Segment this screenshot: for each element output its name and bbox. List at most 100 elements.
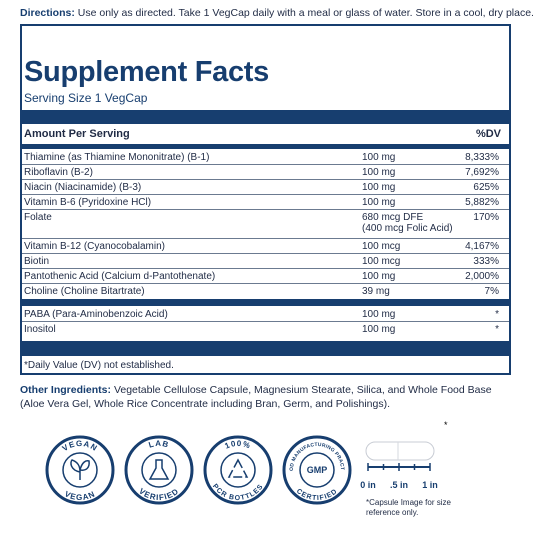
nutrient-amount: 680 mcg DFE (400 mcg Folic Acid) xyxy=(362,212,453,234)
amount-text: 100 mg xyxy=(362,182,396,193)
fact-row: Thiamine (as Thiamine Mononitrate) (B-1)… xyxy=(22,150,509,165)
fact-row: Biotin 100 mcg 333% xyxy=(22,254,509,269)
nutrient-amount: 100 mg xyxy=(362,182,395,193)
fact-row: Inositol 100 mg * xyxy=(22,322,509,336)
leaf-icon xyxy=(70,459,90,480)
thick-bar xyxy=(22,110,509,124)
nutrient-dv: 7% xyxy=(484,286,499,297)
amount-text: 39 mg xyxy=(362,286,390,297)
amount-text: 100 mcg xyxy=(362,241,401,252)
facts-title: Supplement Facts xyxy=(24,56,269,88)
directions-text: Use only as directed. Take 1 VegCap dail… xyxy=(77,7,533,19)
nutrient-dv: 170% xyxy=(473,212,499,223)
fact-row: Pantothenic Acid (Calcium d-Pantothenate… xyxy=(22,269,509,284)
directions-label: Directions: xyxy=(20,7,75,19)
nutrient-amount: 100 mg xyxy=(362,197,395,208)
amount-text: 100 mcg xyxy=(362,256,401,267)
footnote: *Daily Value (DV) not established. xyxy=(24,360,174,371)
capsule-star: * xyxy=(444,420,448,430)
fact-row: Riboflavin (B-2) 100 mg 7,692% xyxy=(22,165,509,180)
fact-row: Vitamin B-6 (Pyridoxine HCl) 100 mg 5,882% xyxy=(22,195,509,210)
fact-row: Vitamin B-12 (Cyanocobalamin) 100 mcg 4,16… xyxy=(22,239,509,254)
badge-inner xyxy=(220,452,256,488)
nutrient-amount: 100 mcg xyxy=(362,241,400,252)
nutrient-dv: * xyxy=(495,309,499,320)
fact-row: Folate 680 mcg DFE (400 mcg Folic Acid) 170… xyxy=(22,210,509,239)
fact-row: Choline (Choline Bitartrate) 39 mg 7% xyxy=(22,284,509,298)
nutrient-name: Folate xyxy=(24,212,52,223)
nutrient-name: PABA (Para-Aminobenzoic Acid) xyxy=(24,309,168,320)
scale-label: 1 in xyxy=(422,480,438,490)
nutrient-dv: 8,333% xyxy=(465,152,499,163)
nutrient-dv: * xyxy=(495,324,499,335)
amount-text: 100 mg xyxy=(362,152,396,163)
nutrient-name: Inositol xyxy=(24,324,56,335)
nutrient-amount: 39 mg xyxy=(362,286,390,297)
amount-text: 100 mg xyxy=(362,324,396,335)
nutrient-amount: 100 mg xyxy=(362,309,395,320)
amount-note: (400 mcg Folic Acid) xyxy=(362,223,453,234)
fact-row: PABA (Para-Aminobenzoic Acid) 100 mg * xyxy=(22,307,509,322)
badge-ring xyxy=(124,435,194,505)
amount-text: 100 mg xyxy=(362,309,396,320)
badge-top-path: 100% xyxy=(223,439,251,451)
thin-bar xyxy=(22,144,509,149)
nutrient-dv: 4,167% xyxy=(465,241,499,252)
badge-bottom-path: VEGAN xyxy=(63,489,96,502)
amount-text: 100 mg xyxy=(362,271,396,282)
thick-bar xyxy=(22,341,509,356)
amount-text: 100 mg xyxy=(362,197,396,208)
amount-text: 100 mg xyxy=(362,167,396,178)
badge-bottom-path: PCR BOTTLES xyxy=(211,483,264,502)
badge-top-path: LAB xyxy=(148,439,170,450)
nutrient-dv: 625% xyxy=(473,182,499,193)
badge-inner xyxy=(62,452,98,488)
nutrient-name: Biotin xyxy=(24,256,50,267)
badge-top-text: VEGAN xyxy=(61,439,100,453)
nutrient-dv: 7,692% xyxy=(465,167,499,178)
nutrient-name: Thiamine (as Thiamine Mononitrate) (B-1) xyxy=(24,152,210,163)
nutrient-amount: 100 mg xyxy=(362,324,395,335)
other-label: Other Ingredients: xyxy=(20,384,112,396)
nutrient-name: Pantothenic Acid (Calcium d-Pantothenate… xyxy=(24,271,216,282)
nutrient-amount: 100 mg xyxy=(362,152,395,163)
header-amount: Amount Per Serving xyxy=(24,128,130,140)
scale-ticks xyxy=(367,463,431,471)
directions: Directions: Use only as directed. Take 1… xyxy=(20,7,533,19)
nutrient-name: Niacin (Niacinamide) (B-3) xyxy=(24,182,142,193)
badge-top-text: LAB xyxy=(148,439,171,450)
other-ingredients: Other Ingredients: Vegetable Cellulose C… xyxy=(20,383,515,411)
badge-bottom-text: PCR BOTTLES xyxy=(211,483,265,502)
badge-top-text: 100% xyxy=(223,439,252,451)
nutrient-name: Vitamin B-6 (Pyridoxine HCl) xyxy=(24,197,152,208)
nutrient-dv: 333% xyxy=(473,256,499,267)
badge-ring xyxy=(45,435,115,505)
badge-center: GMP xyxy=(307,465,328,475)
capsule-shape xyxy=(365,441,435,461)
flask-icon xyxy=(148,459,170,480)
badge-top-path: VEGAN xyxy=(61,439,99,453)
serving-size: Serving Size 1 VegCap xyxy=(24,91,148,105)
nutrient-dv: 5,882% xyxy=(465,197,499,208)
amount-text: 680 mcg DFE xyxy=(362,212,424,223)
nutrient-dv: 2,000% xyxy=(465,271,499,282)
recycle-icon xyxy=(227,458,249,478)
badge-bottom-text: VEGAN xyxy=(63,489,97,502)
nutrient-amount: 100 mg xyxy=(362,271,395,282)
nutrient-amount: 100 mg xyxy=(362,167,395,178)
badge-inner xyxy=(299,452,335,488)
nutrient-name: Choline (Choline Bitartrate) xyxy=(24,286,145,297)
capsule-note: *Capsule Image for size reference only. xyxy=(366,498,451,517)
scale-label: .5 in xyxy=(390,480,408,490)
badge-ring xyxy=(203,435,273,505)
thick-bar xyxy=(22,299,509,306)
nutrient-name: Riboflavin (B-2) xyxy=(24,167,93,178)
header-dv: %DV xyxy=(475,128,501,140)
nutrient-amount: 100 mcg xyxy=(362,256,400,267)
nutrient-name: Vitamin B-12 (Cyanocobalamin) xyxy=(24,241,165,252)
badge-inner xyxy=(141,452,177,488)
